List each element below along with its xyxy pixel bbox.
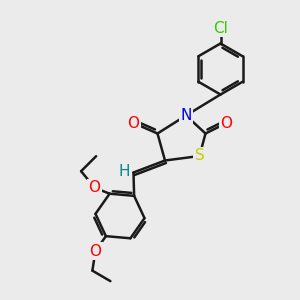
Text: S: S [195,148,204,164]
Text: O: O [128,116,140,130]
Text: O: O [89,244,101,259]
Text: H: H [119,164,130,178]
Text: O: O [220,116,232,130]
Text: Cl: Cl [213,21,228,36]
Text: O: O [88,180,101,195]
Text: N: N [180,108,192,123]
